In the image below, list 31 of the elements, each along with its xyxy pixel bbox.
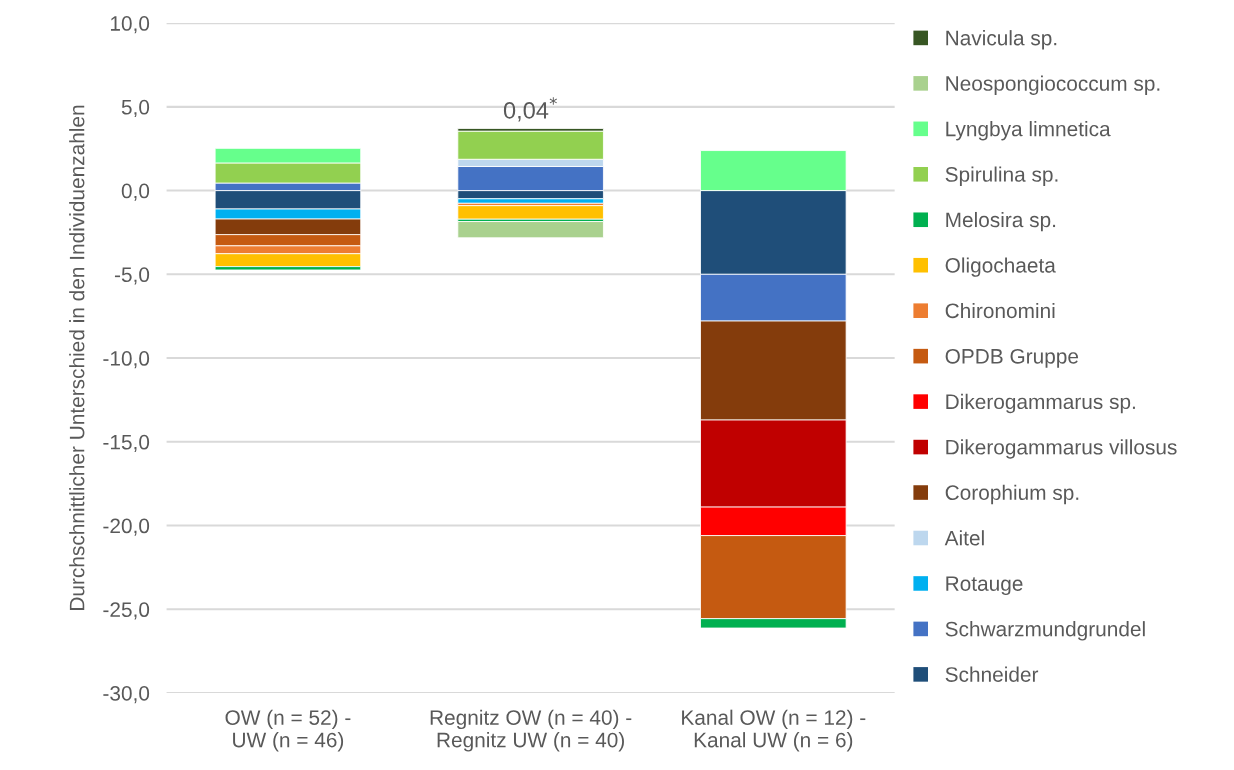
y-tick-label: -5,0	[114, 267, 150, 285]
y-tick-label: 0,0	[121, 183, 150, 201]
x-tick-label: Kanal OW (n = 12) - Kanal UW (n = 6)	[682, 709, 866, 752]
bar	[457, 221, 604, 239]
legend-label: Rotauge	[946, 576, 1023, 596]
x-tick-label: OW (n = 52) - UW (n = 46)	[225, 709, 351, 752]
y-tick-label: -10,0	[103, 351, 150, 369]
y-tick-label: -25,0	[103, 602, 150, 620]
legend-label: Lyngbya limnetica	[946, 121, 1111, 141]
legend-label: Corophium sp.	[945, 484, 1079, 505]
bar	[457, 205, 604, 220]
legend-label: OPDB Gruppe	[945, 348, 1079, 368]
legend-label: Spirulina sp.	[945, 166, 1058, 186]
legend-label: Aitel	[944, 530, 984, 546]
y-tick-label: -20,0	[103, 518, 150, 536]
legend-label: Schwarzmundgrundel	[945, 621, 1145, 641]
y-axis-title: Durchschnittlicher Unterschied in den Individuenzahlen	[69, 105, 85, 610]
legend-label: Dikerogammarus villosus	[946, 439, 1177, 459]
legend-label: Schneider	[945, 666, 1039, 682]
legend-label: Oligochaeta	[945, 257, 1056, 277]
y-tick-label: 10,0	[110, 16, 150, 34]
legend-label: Melosira sp.	[946, 211, 1056, 232]
annotation: 0,04$^{*}$	[503, 97, 557, 122]
x-tick-label: Regnitz OW (n = 40) - Regnitz UW (n = 40)	[430, 709, 632, 752]
legend-label: Navicula sp.	[946, 30, 1057, 50]
y-tick-label: -15,0	[103, 434, 150, 452]
legend-label: Chironomini	[945, 302, 1055, 319]
legend-label: Neospongiococcum sp.	[946, 75, 1160, 95]
legend-label: Dikerogammarus sp.	[946, 393, 1135, 414]
y-tick-label: 5,0	[121, 99, 150, 118]
y-tick-label: -30,0	[103, 686, 150, 704]
